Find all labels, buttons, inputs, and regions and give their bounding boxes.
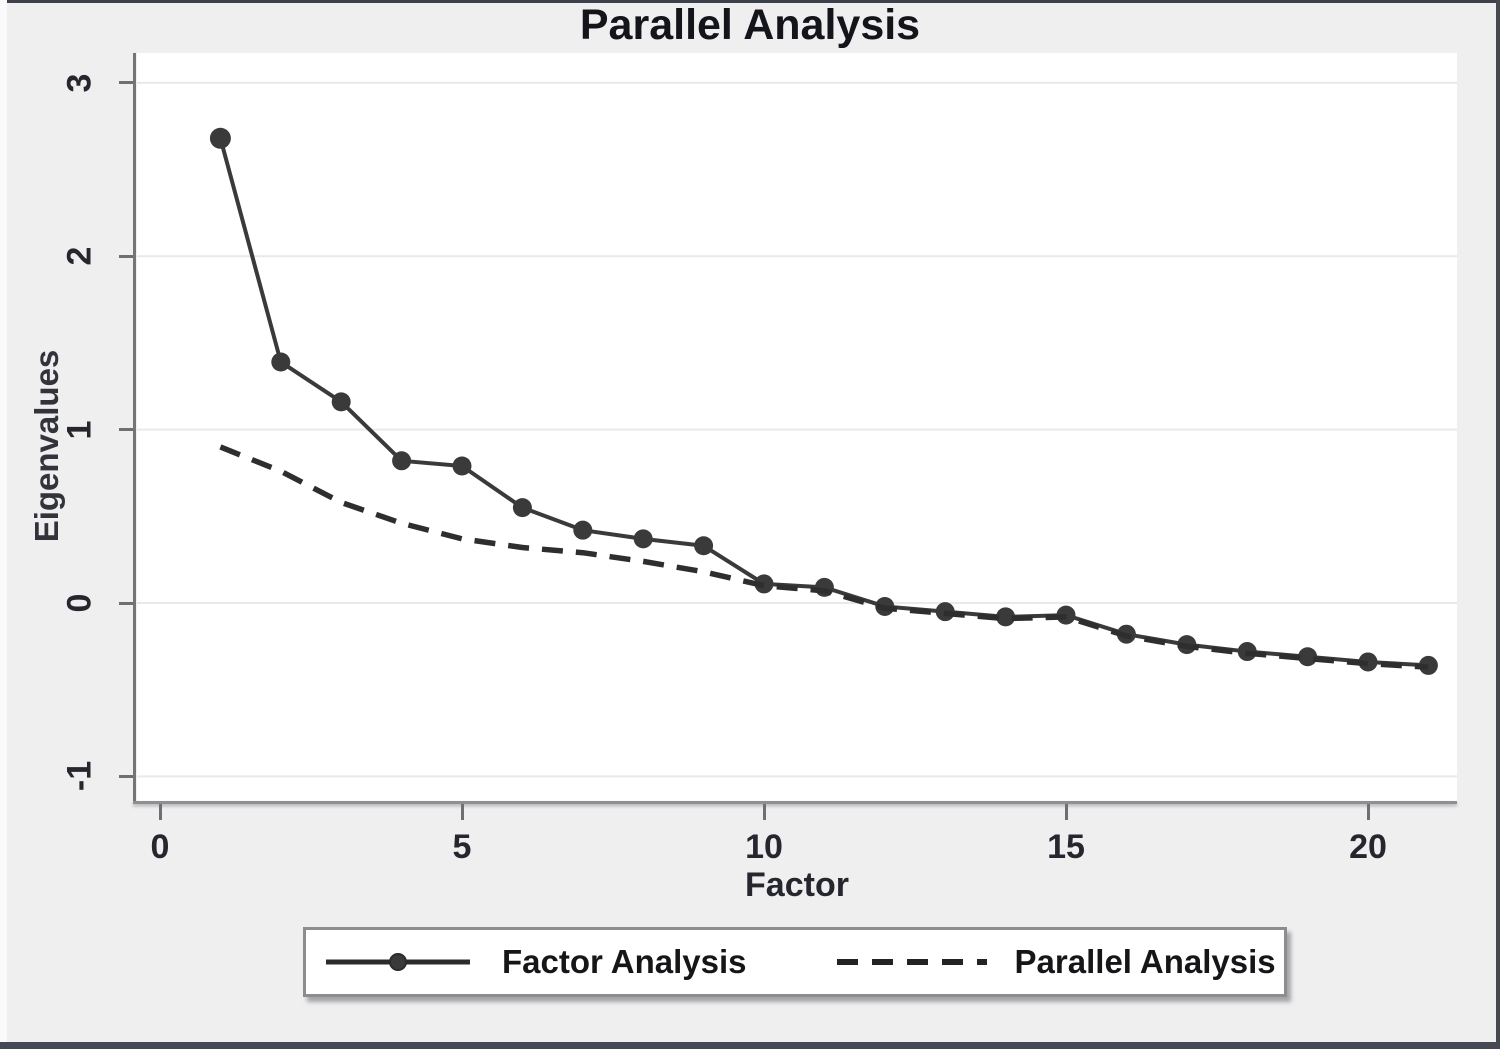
- data-point-marker: [694, 536, 714, 556]
- window-top-edge: [0, 0, 1500, 3]
- data-point-marker: [633, 529, 653, 549]
- y-tick-3: [119, 81, 133, 85]
- y-tick-label-0: 0: [60, 593, 99, 613]
- window-bottom-edge: [0, 1042, 1500, 1049]
- x-axis-title: Factor: [745, 866, 849, 904]
- solid-line-with-marker-icon: [326, 953, 470, 971]
- legend-entry-factor-analysis: Factor Analysis: [324, 943, 747, 981]
- y-tick-label-1: 1: [60, 420, 99, 440]
- y-tick-label-2: 2: [60, 246, 99, 266]
- y-tick-label-3: 3: [60, 73, 99, 93]
- x-tick-0: [158, 804, 162, 820]
- y-tick-label--1: -1: [60, 761, 99, 792]
- window-right-edge: [1496, 0, 1500, 1049]
- window-left-edge: [0, 0, 7, 1049]
- data-point-marker: [814, 577, 834, 597]
- series-line-parallel-analysis: [219, 444, 1429, 670]
- x-tick-label-20: 20: [1349, 828, 1387, 866]
- x-tick-label-5: 5: [452, 828, 472, 866]
- x-tick-10: [762, 804, 766, 820]
- data-point-marker: [512, 498, 532, 518]
- data-point-marker: [1298, 647, 1318, 667]
- data-point-marker: [209, 127, 231, 149]
- legend-entry-parallel-analysis: Parallel Analysis: [835, 943, 1276, 981]
- x-tick-5: [460, 804, 464, 820]
- y-axis-title: Eigenvalues: [28, 349, 65, 543]
- y-axis-spine: [133, 53, 136, 804]
- x-tick-20: [1366, 804, 1370, 820]
- plot-area: [137, 53, 1457, 801]
- data-point-marker: [573, 520, 593, 540]
- data-point-marker: [271, 352, 291, 372]
- y-tick--1: [119, 774, 133, 778]
- data-point-marker: [996, 607, 1016, 627]
- x-tick-label-10: 10: [745, 828, 783, 866]
- legend-box: Factor Analysis Parallel Analysis: [303, 927, 1287, 997]
- legend-label: Factor Analysis: [502, 943, 747, 980]
- plot-canvas: [137, 81, 1457, 778]
- chart-title: Parallel Analysis: [579, 1, 921, 49]
- x-axis-spine: [133, 801, 1457, 804]
- data-point-marker: [331, 392, 351, 412]
- y-tick-0: [119, 601, 133, 605]
- y-tick-1: [119, 428, 133, 432]
- x-tick-15: [1064, 804, 1068, 820]
- x-tick-label-0: 0: [150, 828, 170, 866]
- data-point-marker: [392, 451, 412, 471]
- x-tick-label-15: 15: [1047, 828, 1085, 866]
- dashed-line-icon: [836, 959, 987, 965]
- y-tick-2: [119, 254, 133, 258]
- legend-label: Parallel Analysis: [1014, 943, 1276, 980]
- data-point-marker: [452, 456, 472, 476]
